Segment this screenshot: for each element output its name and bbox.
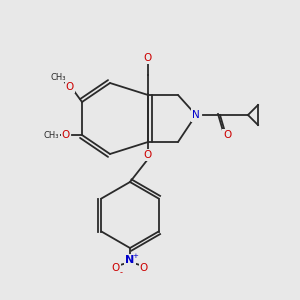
Text: O: O <box>62 130 70 140</box>
Text: O: O <box>144 150 152 160</box>
Text: +: + <box>132 253 138 259</box>
Text: O: O <box>66 82 74 92</box>
Text: N: N <box>192 110 200 120</box>
Text: O: O <box>112 263 120 273</box>
Text: O: O <box>144 53 152 63</box>
Text: -: - <box>119 268 122 278</box>
Text: CH₃: CH₃ <box>43 130 59 140</box>
Text: O: O <box>140 263 148 273</box>
Text: O: O <box>223 130 231 140</box>
Text: CH₃: CH₃ <box>50 73 66 82</box>
Text: N: N <box>125 255 135 265</box>
